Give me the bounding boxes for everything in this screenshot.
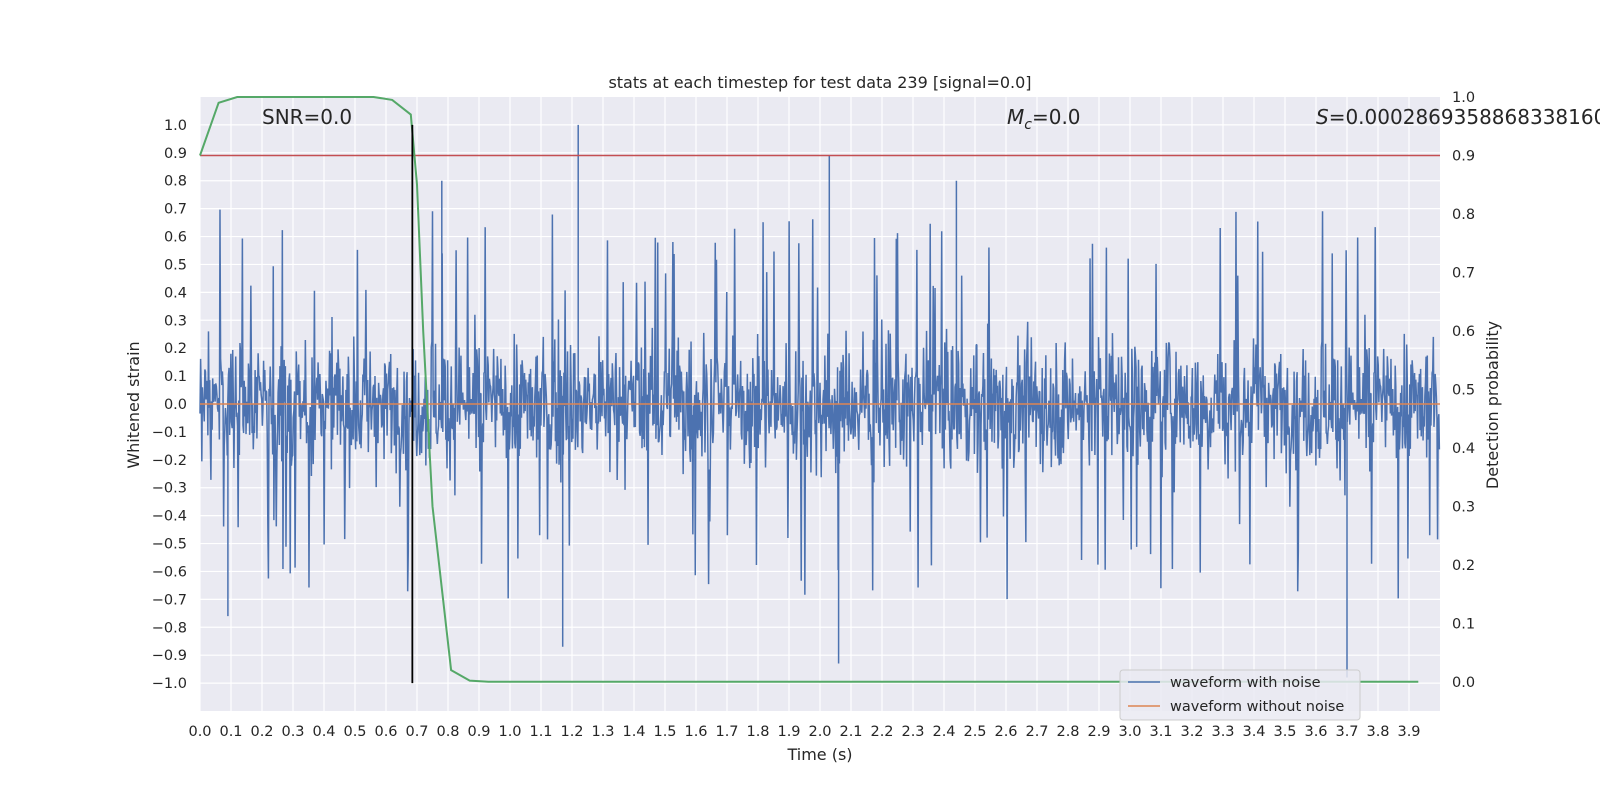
x-tick-label: 2.7 xyxy=(1025,724,1048,740)
x-tick-label: 0.5 xyxy=(343,724,366,740)
x-tick-label: 0.4 xyxy=(312,724,335,740)
x-tick-label: 0.1 xyxy=(219,724,242,740)
mc-subscript: c xyxy=(1024,117,1032,133)
y-right-tick-label: 0.0 xyxy=(1452,675,1475,691)
y-right-tick-label: 0.4 xyxy=(1452,441,1475,457)
y-right-tick-label: 0.5 xyxy=(1452,382,1475,398)
y-tick-label: −0.3 xyxy=(152,481,187,497)
x-tick-label: 3.7 xyxy=(1335,724,1358,740)
x-tick-label: 2.8 xyxy=(1056,724,1079,740)
y-axis-right: 1.0 0.9 0.8 0.7 0.6 0.5 0.4 0.3 0.2 0.1 0.0 xyxy=(1452,90,1475,691)
x-tick-label: 1.4 xyxy=(622,724,645,740)
y-tick-label: 0.7 xyxy=(164,202,187,218)
y-tick-label: 0.3 xyxy=(164,313,187,329)
x-tick-label: 1.5 xyxy=(653,724,676,740)
mc-symbol: M xyxy=(1007,105,1024,129)
s-value: =0.0002869358868338160 xyxy=(1329,105,1600,129)
y-right-tick-label: 0.9 xyxy=(1452,148,1475,164)
y-tick-label: 0.0 xyxy=(164,397,187,413)
y-tick-label: 0.5 xyxy=(164,257,187,273)
s-annotation: S=0.0002869358868338160 xyxy=(1316,105,1600,129)
x-tick-label: 3.6 xyxy=(1304,724,1327,740)
x-axis: 0.0 0.1 0.2 0.3 0.4 0.5 0.6 0.7 0.8 0.9 1.0 1.1 1.2 1… xyxy=(188,724,1420,740)
x-tick-label: 3.4 xyxy=(1242,724,1265,740)
x-tick-label: 1.2 xyxy=(560,724,583,740)
y-tick-label: −0.9 xyxy=(152,648,187,664)
y-right-tick-label: 0.1 xyxy=(1452,616,1475,632)
x-tick-label: 1.3 xyxy=(591,724,614,740)
y-tick-label: 1.0 xyxy=(164,118,187,134)
x-tick-label: 2.5 xyxy=(963,724,986,740)
y-tick-label: 0.1 xyxy=(164,369,187,385)
mc-annotation: Mc=0.0 xyxy=(1007,105,1081,133)
legend-box xyxy=(1119,669,1361,721)
y-tick-label: 0.9 xyxy=(164,146,187,162)
y-tick-label: −0.7 xyxy=(152,592,187,608)
x-tick-label: 1.0 xyxy=(498,724,521,740)
waveform-with-noise-path xyxy=(199,209,1441,600)
x-tick-label: 1.1 xyxy=(529,724,552,740)
x-tick-label: 2.2 xyxy=(870,724,893,740)
y-tick-label: 0.2 xyxy=(164,341,187,357)
y-tick-label: −0.5 xyxy=(152,537,187,553)
y-axis-left: 1.0 0.9 0.8 0.7 0.6 0.5 0.4 0.3 0.2 0.1 0.0 −0.1 −0.… xyxy=(152,118,187,692)
y-tick-label: −0.6 xyxy=(152,564,187,580)
x-tick-label: 3.9 xyxy=(1397,724,1420,740)
y-tick-label: −1.0 xyxy=(152,676,187,692)
legend: waveform with noise waveform without noi… xyxy=(1119,669,1361,721)
x-tick-label: 0.0 xyxy=(188,724,211,740)
x-tick-label: 0.9 xyxy=(467,724,490,740)
y-tick-label: −0.1 xyxy=(152,425,187,441)
x-tick-label: 3.1 xyxy=(1149,724,1172,740)
x-tick-label: 1.6 xyxy=(684,724,707,740)
y-right-tick-label: 0.6 xyxy=(1452,324,1475,340)
y-tick-label: 0.8 xyxy=(164,174,187,190)
x-tick-label: 3.3 xyxy=(1211,724,1234,740)
x-tick-label: 2.4 xyxy=(932,724,955,740)
overlay-lines xyxy=(199,96,1440,684)
x-tick-label: 1.9 xyxy=(777,724,800,740)
y-tick-label: −0.4 xyxy=(152,509,187,525)
legend-label-waveform-without-noise: waveform without noise xyxy=(1170,699,1344,715)
x-tick-label: 0.7 xyxy=(405,724,428,740)
x-tick-label: 2.9 xyxy=(1087,724,1110,740)
y-right-tick-label: 0.8 xyxy=(1452,207,1475,223)
y-axis-right-title: Detection probability xyxy=(1483,321,1502,489)
x-tick-label: 2.1 xyxy=(839,724,862,740)
mc-value: =0.0 xyxy=(1032,105,1081,129)
x-tick-label: 0.6 xyxy=(374,724,397,740)
x-tick-label: 0.2 xyxy=(250,724,273,740)
y-right-tick-label: 0.7 xyxy=(1452,265,1475,281)
x-tick-label: 2.0 xyxy=(808,724,831,740)
x-tick-label: 0.3 xyxy=(281,724,304,740)
y-tick-label: −0.2 xyxy=(152,453,187,469)
x-tick-label: 3.0 xyxy=(1118,724,1141,740)
y-right-tick-label: 0.2 xyxy=(1452,558,1475,574)
x-tick-label: 1.7 xyxy=(715,724,738,740)
y-axis-title: Whitened strain xyxy=(124,341,143,468)
x-tick-label: 3.8 xyxy=(1366,724,1389,740)
x-tick-label: 1.8 xyxy=(746,724,769,740)
legend-label-waveform-with-noise: waveform with noise xyxy=(1170,675,1321,691)
x-tick-label: 2.3 xyxy=(901,724,924,740)
detection-probability-line xyxy=(199,96,1419,683)
y-tick-label: 0.4 xyxy=(164,285,187,301)
y-right-tick-label: 1.0 xyxy=(1452,90,1475,106)
s-symbol: S xyxy=(1316,105,1329,129)
x-tick-label: 2.6 xyxy=(994,724,1017,740)
x-tick-label: 0.8 xyxy=(436,724,459,740)
x-tick-label: 3.5 xyxy=(1273,724,1296,740)
y-right-tick-label: 0.3 xyxy=(1452,499,1475,515)
y-tick-label: −0.8 xyxy=(152,620,187,636)
waveform-with-noise-line xyxy=(199,124,1441,678)
y-tick-label: 0.6 xyxy=(164,230,187,246)
chart-title: stats at each timestep for test data 239… xyxy=(608,73,1031,92)
x-tick-label: 3.2 xyxy=(1180,724,1203,740)
snr-annotation: SNR=0.0 xyxy=(262,105,352,129)
x-axis-title: Time (s) xyxy=(786,745,852,764)
